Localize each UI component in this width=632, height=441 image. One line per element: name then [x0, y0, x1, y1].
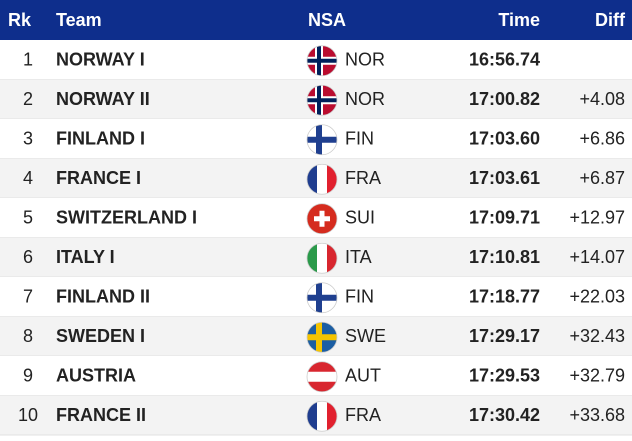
team-name: SWITZERLAND I [56, 208, 197, 228]
table-row: 3 FINLAND I FIN 17:03.60 +6.86 [0, 119, 632, 159]
table-row: 6 ITALY I ITA 17:10.81 +14.07 [0, 237, 632, 278]
flag-ring [306, 400, 338, 432]
nsa-code: SUI [345, 208, 375, 228]
rank: 3 [23, 129, 33, 149]
table-row: 10 FRANCE II FRA 17:30.42 +33.68 [0, 395, 632, 436]
diff: +33.68 [569, 405, 625, 425]
header-team: Team [56, 10, 102, 30]
table-row: 9 AUSTRIA AUT 17:29.53 +32.79 [0, 356, 632, 396]
team-name: FINLAND II [56, 287, 150, 307]
nsa-code: SWE [345, 326, 386, 346]
flag-ring [306, 45, 338, 77]
table-row: 7 FINLAND II FIN 17:18.77 +22.03 [0, 277, 632, 317]
table-row: 4 FRANCE I FRA 17:03.61 +6.87 [0, 158, 632, 199]
nsa-code: NOR [345, 89, 385, 109]
diff: +6.86 [579, 129, 625, 149]
rank: 5 [23, 208, 33, 228]
rank: 6 [23, 247, 33, 267]
rank: 9 [23, 366, 33, 386]
nsa-code: NOR [345, 50, 385, 70]
rank: 4 [23, 168, 33, 188]
rank: 10 [18, 405, 38, 425]
header-diff: Diff [595, 10, 626, 30]
diff: +14.07 [569, 247, 625, 267]
table-body: 1 NORWAY I NOR 16:56.74 2 NORWAY II NOR 17:00.8… [0, 40, 632, 436]
team-name: FRANCE I [56, 168, 141, 188]
rank: 1 [23, 50, 33, 70]
header-rank: Rk [8, 10, 32, 30]
flag-ring [306, 84, 338, 116]
time: 17:30.42 [469, 405, 540, 425]
flag-ring [306, 361, 338, 393]
team-name: SWEDEN I [56, 326, 145, 346]
flag-ring [306, 124, 338, 156]
nsa-code: FRA [345, 168, 381, 188]
rank: 7 [23, 287, 33, 307]
nsa-code: FIN [345, 287, 374, 307]
nsa-code: AUT [345, 366, 381, 386]
time: 17:10.81 [469, 247, 540, 267]
diff: +32.43 [569, 326, 625, 346]
table-row: 5 SWITZERLAND I SUI 17:09.71 +12.97 [0, 198, 632, 238]
time: 17:09.71 [469, 208, 540, 228]
time: 17:03.61 [469, 168, 540, 188]
team-name: FINLAND I [56, 129, 145, 149]
diff: +12.97 [569, 208, 625, 228]
time: 16:56.74 [469, 50, 540, 70]
diff: +32.79 [569, 366, 625, 386]
team-name: NORWAY II [56, 89, 150, 109]
team-name: AUSTRIA [56, 366, 136, 386]
diff: +22.03 [569, 287, 625, 307]
flag-ring [306, 282, 338, 314]
time: 17:29.53 [469, 366, 540, 386]
nsa-code: FIN [345, 129, 374, 149]
nsa-code: ITA [345, 247, 372, 267]
table-row: 1 NORWAY I NOR 16:56.74 [0, 40, 632, 80]
flag-ring [306, 242, 338, 274]
nsa-code: FRA [345, 405, 381, 425]
header-bar [0, 0, 632, 40]
header-time: Time [498, 10, 540, 30]
rank: 2 [23, 89, 33, 109]
rank: 8 [23, 326, 33, 346]
time: 17:03.60 [469, 129, 540, 149]
flag-ring [306, 203, 338, 235]
flag-ring [306, 321, 338, 353]
header-nsa: NSA [308, 10, 346, 30]
team-name: ITALY I [56, 247, 115, 267]
diff: +6.87 [579, 168, 625, 188]
time: 17:18.77 [469, 287, 540, 307]
flag-ring [306, 163, 338, 195]
team-name: FRANCE II [56, 405, 146, 425]
time: 17:00.82 [469, 89, 540, 109]
diff: +4.08 [579, 89, 625, 109]
table-row: 8 SWEDEN I SWE 17:29.17 +32.43 [0, 316, 632, 357]
team-name: NORWAY I [56, 50, 145, 70]
time: 17:29.17 [469, 326, 540, 346]
table-row: 2 NORWAY II NOR 17:00.82 +4.08 [0, 79, 632, 120]
